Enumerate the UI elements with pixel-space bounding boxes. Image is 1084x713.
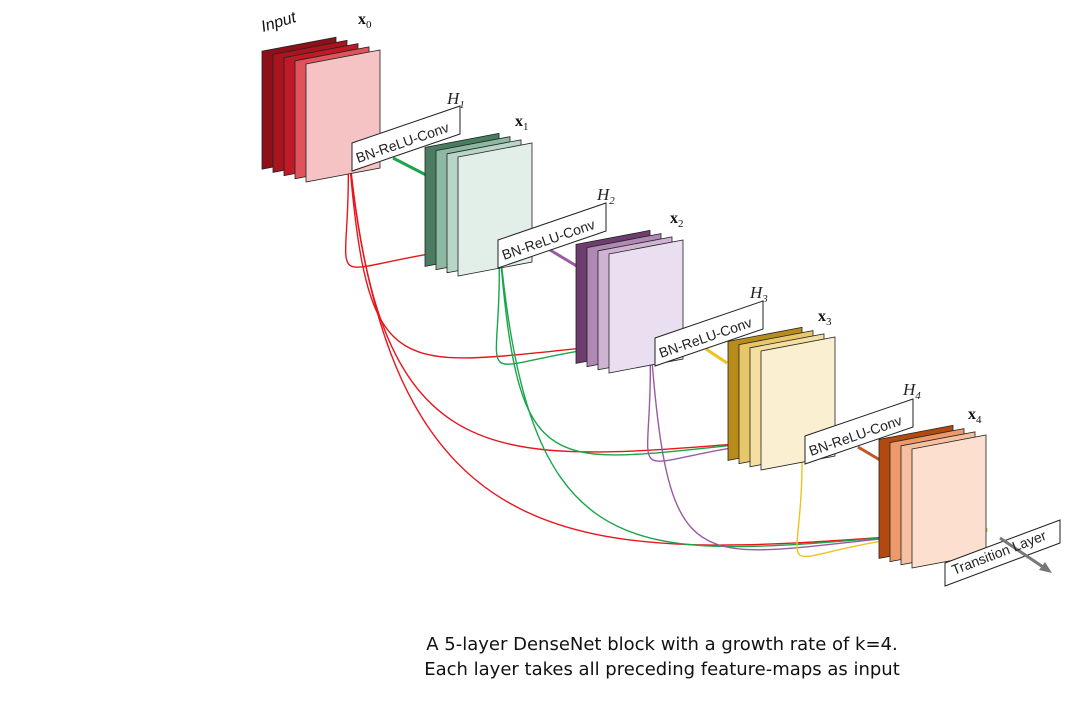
h-link-arrow-3 xyxy=(705,347,728,365)
h-label-2: H2 xyxy=(596,185,615,207)
feature-map-stack-4 xyxy=(878,424,987,569)
output-arrow-shaft xyxy=(999,536,1047,571)
transition-layer-box xyxy=(944,519,1061,587)
x-label-3: x3 xyxy=(818,308,832,328)
x-label-4: x4 xyxy=(968,406,982,426)
feature-map-stacks xyxy=(261,36,1061,587)
output-arrow-head xyxy=(1039,562,1052,573)
connection-2-to-4 xyxy=(647,308,986,551)
caption-line-2: Each layer takes all preceding feature-m… xyxy=(424,659,900,680)
caption: A 5-layer DenseNet block with a growth r… xyxy=(0,632,1084,682)
op-box-1 xyxy=(351,105,461,172)
feature-map-4-3 xyxy=(911,434,987,569)
caption-line-1: A 5-layer DenseNet block with a growth r… xyxy=(426,634,898,655)
h-label-1: H1 xyxy=(446,89,465,111)
x-label-0: x0 xyxy=(358,11,372,31)
h-label-4: H4 xyxy=(902,380,921,402)
op-box-3 xyxy=(654,300,764,367)
feature-map-stack-0 xyxy=(261,36,381,183)
h-link-arrow-1 xyxy=(392,156,431,179)
h-label-3: H3 xyxy=(749,283,768,305)
x-label-2: x2 xyxy=(670,210,684,230)
input-label: Input xyxy=(259,9,299,36)
x-subscript-4: 4 xyxy=(976,414,982,426)
x-subscript-1: 1 xyxy=(523,121,529,133)
op-box-4 xyxy=(804,398,914,465)
h-subscript-4: 4 xyxy=(915,390,921,402)
x-subscript-2: 2 xyxy=(678,218,684,230)
x-subscript-0: 0 xyxy=(366,19,372,31)
x-subscript-3: 3 xyxy=(826,316,832,328)
connection-1-to-4 xyxy=(496,211,986,548)
feature-map-stack-3 xyxy=(727,326,836,471)
h-subscript-2: 2 xyxy=(609,195,615,207)
h-link-arrow-4 xyxy=(857,445,881,462)
h-subscript-1: 1 xyxy=(459,99,465,111)
connection-0-to-4 xyxy=(345,114,986,546)
h-subscript-3: 3 xyxy=(761,293,768,305)
x-label-1: x1 xyxy=(515,113,529,133)
op-box-2 xyxy=(497,202,607,269)
h-link-arrow-2 xyxy=(549,248,581,270)
